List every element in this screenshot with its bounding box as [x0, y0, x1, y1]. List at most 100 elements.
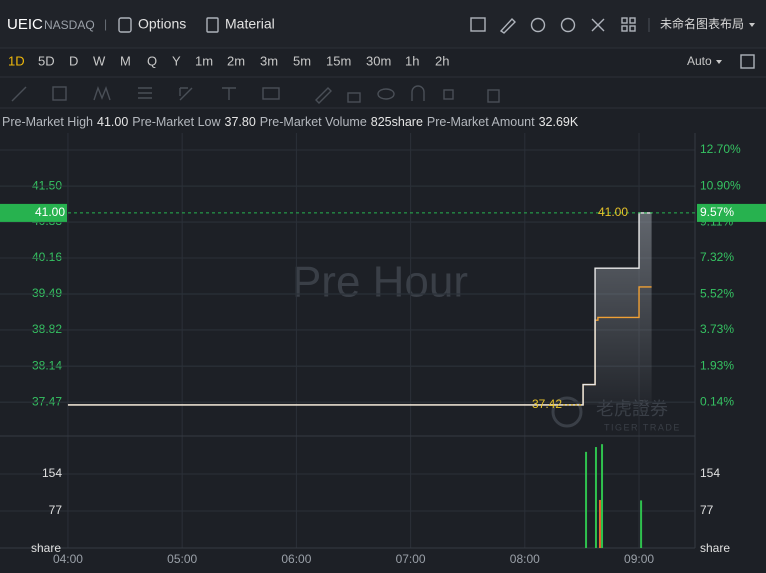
stat-label: Pre-Market Low [132, 115, 221, 129]
layout-icon[interactable] [621, 17, 628, 24]
volume-tick-label: 154 [42, 466, 62, 480]
last-price-label: 41.00 [35, 205, 65, 219]
symbol: UEIC [7, 16, 43, 33]
tool-lock[interactable] [347, 92, 361, 103]
timeframe-button[interactable]: W [93, 53, 106, 68]
x-tick-label: 06:00 [281, 552, 311, 566]
stat-label: Pre-Market Amount [427, 115, 535, 129]
y-tick-label: 39.49 [32, 286, 62, 300]
brand-sub: TIGER TRADE [604, 422, 681, 432]
layout-name[interactable]: 未命名图表布局 [660, 16, 744, 31]
stat-value: 41.00 [97, 115, 128, 129]
settings-icon[interactable] [560, 17, 576, 33]
y-tick-label: 41.50 [32, 178, 62, 192]
reset-icon[interactable] [530, 17, 546, 33]
y-tick-label: 38.14 [32, 358, 62, 372]
material-icon[interactable] [206, 17, 219, 33]
y2-tick-label: 3.73% [700, 322, 734, 336]
volume-bar [585, 451, 588, 548]
volume-tick-label: 154 [700, 466, 720, 480]
timeframe-button[interactable]: 1h [405, 53, 419, 68]
y-tick-label: 40.16 [32, 250, 62, 264]
draw-icon[interactable] [499, 17, 516, 34]
y2-tick-label: 1.93% [700, 358, 734, 372]
tool-note[interactable] [262, 87, 280, 100]
dropdown-arrow[interactable] [716, 60, 722, 64]
last-price-box [0, 203, 67, 222]
tool-arrow[interactable] [179, 87, 193, 101]
timeframe-button[interactable]: D [69, 53, 78, 68]
separator-text: | [104, 17, 107, 31]
last-change-box [697, 203, 766, 222]
options-icon[interactable] [118, 17, 132, 33]
prev-close-label: 37.42 [532, 397, 562, 411]
y2-tick-label: 0.14% [700, 394, 734, 408]
timeframe-button[interactable]: 1m [195, 53, 213, 68]
toolbar-icons [470, 17, 755, 34]
drawing-tools [11, 85, 500, 104]
x-tick-label: 07:00 [396, 552, 426, 566]
volume-unit: share [31, 541, 61, 555]
fullscreen-icon[interactable] [591, 18, 605, 32]
stat-value: 37.80 [225, 115, 256, 129]
volume-bar [594, 447, 597, 548]
timeframe-button[interactable]: 1D [8, 53, 25, 68]
y2-tick-label: 7.32% [700, 250, 734, 264]
top-bar [0, 0, 766, 48]
timeframe-button[interactable]: M [120, 53, 131, 68]
layout-icon-part [629, 17, 636, 24]
y-tick-label: 37.47 [32, 394, 62, 408]
options-button[interactable]: Options [138, 16, 186, 32]
last-price-tag: 41.00 [598, 205, 628, 219]
layout-icon-part [629, 25, 636, 32]
timeframe-button[interactable]: Y [172, 53, 181, 68]
x-tick-label: 08:00 [510, 552, 540, 566]
dropdown-arrow[interactable] [749, 23, 755, 27]
tool-fib[interactable] [138, 87, 152, 99]
price-area [67, 212, 652, 405]
price-line [67, 212, 652, 406]
x-tick-label: 05:00 [167, 552, 197, 566]
watermark: Pre Hour [292, 258, 468, 307]
tool-magnet[interactable] [411, 85, 425, 101]
volume-bar [598, 499, 601, 548]
expand-icon[interactable] [740, 54, 755, 69]
tool-line[interactable] [11, 86, 27, 102]
x-tick-label: 09:00 [624, 552, 654, 566]
tool-rect[interactable] [52, 86, 67, 101]
timeframe-button[interactable]: 2h [435, 53, 449, 68]
indicator-icon[interactable] [470, 17, 486, 32]
tool-wave[interactable] [93, 85, 111, 101]
stat-value: 825share [371, 115, 423, 129]
y2-tick-label: 12.70% [700, 142, 741, 156]
material-button[interactable]: Material [225, 16, 275, 32]
timeframe-button[interactable]: 3m [260, 53, 278, 68]
timeframe-button[interactable]: 5D [38, 53, 55, 68]
y-tick-label: 38.82 [32, 322, 62, 336]
y2-tick-label: 10.90% [700, 178, 741, 192]
tool-pen[interactable] [315, 87, 332, 104]
timeframe-button[interactable]: 2m [227, 53, 245, 68]
timeframes: 1D 5D D W M Q Y 1m 2m 3m 5m 15m 30m 1h 2h [8, 53, 449, 68]
volume-tick-label: 77 [700, 503, 714, 517]
tool-delete[interactable] [487, 89, 500, 103]
exchange: NASDAQ [44, 18, 95, 32]
layout-icon-part [621, 25, 628, 32]
stat-value: 32.69K [539, 115, 579, 129]
tool-eye[interactable] [377, 88, 395, 100]
volume-unit: share [700, 541, 730, 555]
tool-copy[interactable] [443, 89, 454, 100]
timeframe-button[interactable]: 30m [366, 53, 391, 68]
brand-logo [551, 396, 583, 428]
scale-mode[interactable]: Auto [687, 54, 712, 68]
x-tick-label: 04:00 [53, 552, 83, 566]
timeframe-button[interactable]: 5m [293, 53, 311, 68]
volume-bar [601, 444, 604, 548]
timeframe-button[interactable]: Q [147, 53, 157, 68]
timeframe-button[interactable]: 15m [326, 53, 351, 68]
tool-text[interactable] [222, 87, 236, 100]
stat-label: Pre-Market Volume [260, 115, 367, 129]
